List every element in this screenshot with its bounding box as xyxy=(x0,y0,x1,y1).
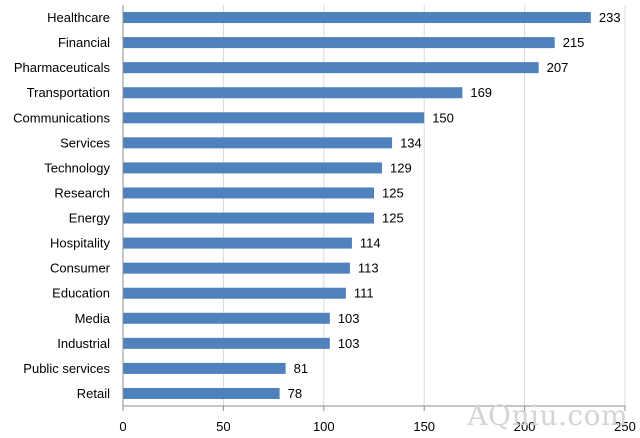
value-label-energy: 125 xyxy=(382,211,404,226)
bar-education xyxy=(123,287,346,299)
bar-transportation xyxy=(123,87,463,99)
value-labels: 2332152071691501341291251251141131111031… xyxy=(288,10,621,401)
category-label-media: Media xyxy=(75,311,111,326)
bar-retail xyxy=(123,387,280,399)
category-label-hospitality: Hospitality xyxy=(50,236,110,251)
bar-industrial xyxy=(123,337,330,349)
value-label-consumer: 113 xyxy=(358,261,379,276)
tick-label-150: 150 xyxy=(413,419,435,434)
category-label-services: Services xyxy=(60,135,110,150)
category-label-energy: Energy xyxy=(69,211,111,226)
category-label-technology: Technology xyxy=(44,160,110,175)
bar-communications xyxy=(123,112,425,124)
value-label-financial: 215 xyxy=(563,35,585,50)
category-label-research: Research xyxy=(54,185,110,200)
value-label-transportation: 169 xyxy=(470,85,492,100)
value-label-healthcare: 233 xyxy=(599,10,621,25)
category-label-public-services: Public services xyxy=(23,361,110,376)
axes xyxy=(122,5,626,411)
category-label-communications: Communications xyxy=(13,110,110,125)
bars xyxy=(123,12,591,399)
tick-label-100: 100 xyxy=(313,419,335,434)
category-labels: Healthcare Financial Pharmaceuticals Transp… xyxy=(13,10,111,401)
watermark: AQniu.com xyxy=(467,399,628,432)
tick-label-0: 0 xyxy=(119,419,126,434)
category-label-consumer: Consumer xyxy=(50,261,111,276)
bar-services xyxy=(123,137,393,149)
bar-pharmaceuticals xyxy=(123,62,539,74)
category-label-transportation: Transportation xyxy=(27,85,110,100)
tick-label-250: 250 xyxy=(614,419,636,434)
value-label-education: 111 xyxy=(354,286,374,301)
category-label-education: Education xyxy=(52,286,110,301)
value-label-public-services: 81 xyxy=(294,361,308,376)
bar-consumer xyxy=(123,262,350,274)
tick-label-200: 200 xyxy=(514,419,536,434)
value-label-pharmaceuticals: 207 xyxy=(547,60,569,75)
value-label-industrial: 103 xyxy=(338,336,360,351)
category-label-pharmaceuticals: Pharmaceuticals xyxy=(14,60,111,75)
bar-technology xyxy=(123,162,383,174)
value-label-technology: 129 xyxy=(390,160,412,175)
bar-media xyxy=(123,312,330,324)
category-label-industrial: Industrial xyxy=(57,336,110,351)
bar-energy xyxy=(123,212,374,224)
bar-research xyxy=(123,187,374,199)
value-label-services: 134 xyxy=(400,135,422,150)
value-label-communications: 150 xyxy=(432,110,454,125)
value-label-media: 103 xyxy=(338,311,360,326)
value-label-research: 125 xyxy=(382,185,404,200)
bar-financial xyxy=(123,37,555,49)
value-label-hospitality: 114 xyxy=(360,236,381,251)
category-label-retail: Retail xyxy=(77,386,110,401)
bar-hospitality xyxy=(123,237,352,249)
value-label-retail: 78 xyxy=(288,386,302,401)
tick-label-50: 50 xyxy=(216,419,230,434)
bar-healthcare xyxy=(123,12,591,24)
category-label-healthcare: Healthcare xyxy=(47,10,110,25)
tick-labels: 0 50 100 150 200 250 xyxy=(119,419,635,434)
bar-public-services xyxy=(123,362,286,374)
category-label-financial: Financial xyxy=(58,35,110,50)
